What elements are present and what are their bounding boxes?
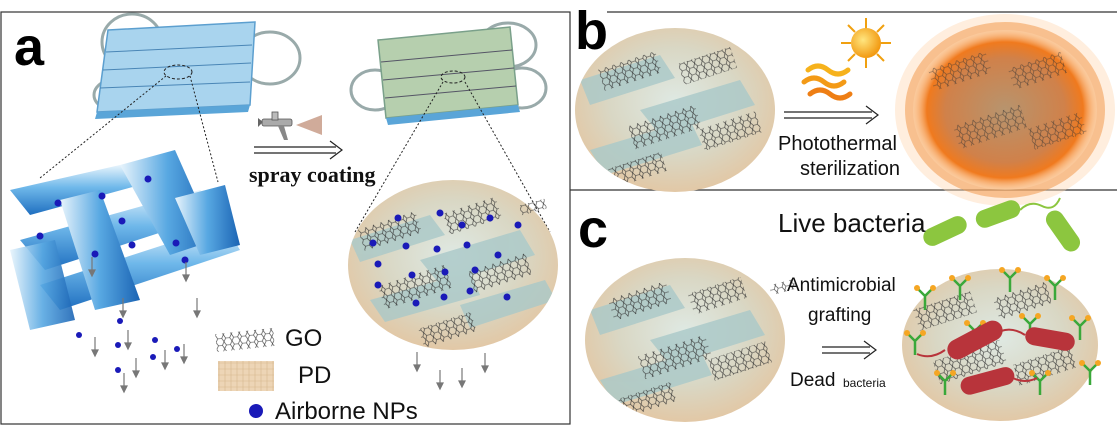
grafting-arrow <box>822 340 877 360</box>
disk-before-sterilization <box>575 28 775 192</box>
passing-nanoparticles <box>76 257 201 394</box>
woven-fiber-zoom <box>10 150 240 330</box>
fiber-nanoparticles <box>36 175 189 264</box>
legend-pd-label: PD <box>298 362 332 389</box>
dead-bacteria-icons <box>916 320 1075 395</box>
disk-after-sterilization <box>895 14 1115 206</box>
coated-fabric-disk <box>348 180 558 350</box>
grafting-label: grafting <box>808 305 872 326</box>
legend-np-label: Airborne NPs <box>275 398 418 425</box>
sterilization-arrow <box>784 105 879 125</box>
dead-bacteria-sub-label: bacteria <box>843 376 886 390</box>
legend-go-swatch <box>215 328 275 352</box>
photothermal-label: Photothermal <box>778 133 897 155</box>
live-bacteria-icons <box>923 197 1081 252</box>
legend-np-swatch <box>249 404 263 418</box>
sun-icon <box>841 18 891 68</box>
spray-gun-icon <box>258 111 322 140</box>
passing-air-arrows <box>413 352 489 391</box>
spray-process-arrow <box>254 140 343 160</box>
panel-b-letter: b <box>575 1 608 61</box>
heat-waves-icon <box>801 63 853 101</box>
panel-c-letter: c <box>578 199 609 259</box>
legend-pd-swatch <box>218 361 274 391</box>
live-bacteria-label: Live bacteria <box>778 208 926 238</box>
sterilization-label: sterilization <box>800 158 901 180</box>
antimicrobial-label: Antimicrobial <box>787 275 896 296</box>
dead-label: Dead <box>790 370 836 391</box>
blue-mask-illustration <box>92 12 302 119</box>
grafted-disk <box>902 267 1101 421</box>
panel-a-letter: a <box>14 17 45 77</box>
spray-coating-label: spray coating <box>249 162 376 187</box>
disk-before-grafting <box>585 258 797 422</box>
coated-mask-illustration <box>349 21 548 125</box>
legend-go-label: GO <box>285 325 323 352</box>
